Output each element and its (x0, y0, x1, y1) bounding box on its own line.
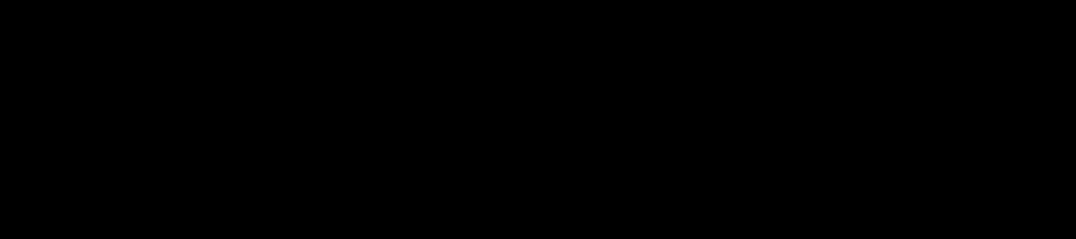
Text: 1. Condensation streams through an outlet at a mass movement rate of m=0.2kg/s w: 1. Condensation streams through an outle… (102, 148, 967, 163)
Text: velocity at inlet (c1 = 0, the velocity (C2) of team (in m/s) at nozzle exit is : velocity at inlet (c1 = 0, the velocity … (102, 213, 849, 229)
Text: 5kW. The enthalpies at creek and exit are 2500kJ/kg and 2350kJ/kg respectively. : 5kW. The enthalpies at creek and exit ar… (102, 181, 960, 196)
